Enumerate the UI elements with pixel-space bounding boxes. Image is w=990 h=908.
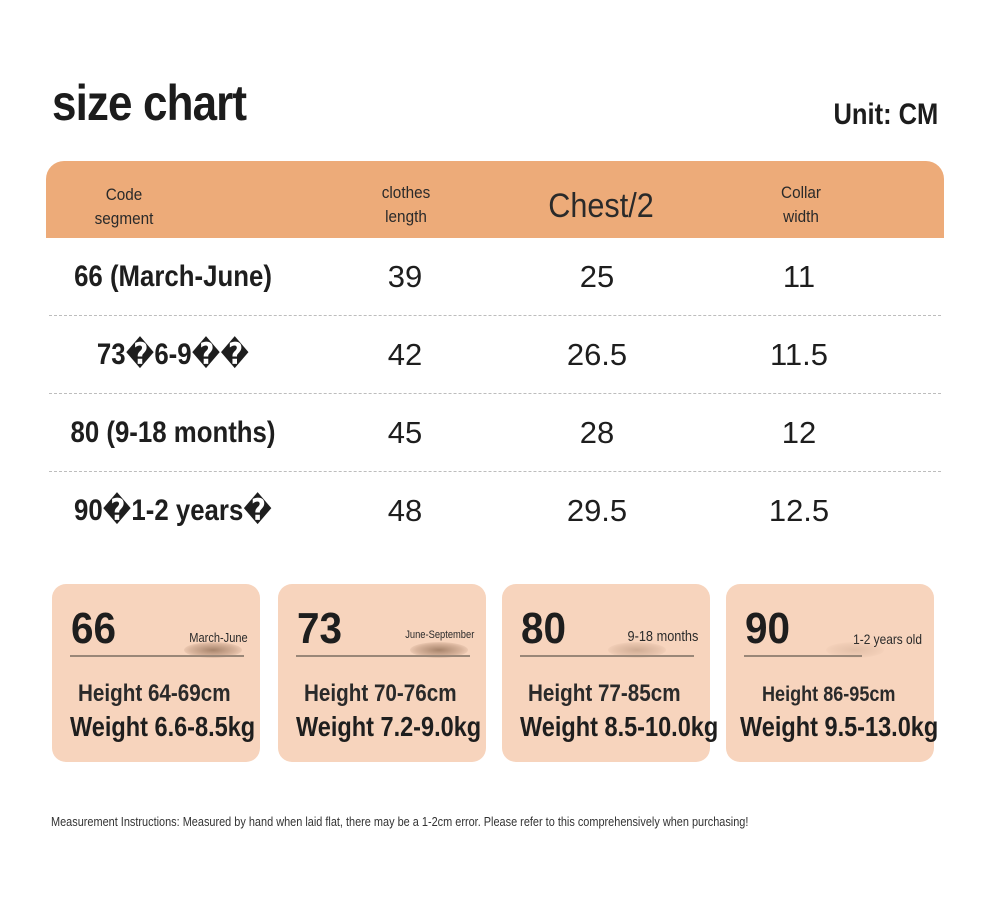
header-text: Code [105, 185, 143, 204]
card-weight: Weight 8.5-10.0kg [520, 711, 719, 742]
card-size: 66 [71, 604, 117, 653]
cell-code: 73�6-9�� [96, 338, 250, 371]
header-text: length [385, 207, 427, 226]
card-period: 9-18 months [627, 628, 698, 645]
cell-chest: 29.5 [566, 493, 628, 528]
card-size: 80 [521, 604, 567, 653]
card-height: Height 70-76cm [304, 680, 457, 707]
card-divider [744, 655, 862, 657]
cell-length: 42 [387, 337, 423, 372]
cell-length: 45 [387, 415, 423, 450]
cell-code: 80 (9-18 months) [70, 416, 276, 449]
cell-collar: 11 [782, 259, 816, 294]
header-text: width [783, 207, 819, 226]
cell-chest: 25 [579, 259, 615, 294]
table-row: 80 (9-18 months) 45 28 12 [49, 394, 941, 472]
card-weight: Weight 7.2-9.0kg [296, 711, 482, 742]
card-period: 1-2 years old [853, 631, 922, 647]
card-weight: Weight 9.5-13.0kg [740, 711, 939, 742]
card-decoration [826, 642, 884, 658]
cell-code: 90�1-2 years� [73, 494, 273, 527]
card-height: Height 64-69cm [78, 680, 231, 707]
cell-chest: 28 [579, 415, 615, 450]
card-decoration [608, 642, 666, 658]
card-divider [520, 655, 694, 657]
unit-label: Unit: CM [833, 98, 938, 131]
card-size: 73 [297, 604, 343, 653]
table-row: 90�1-2 years� 48 29.5 12.5 [49, 472, 941, 549]
header-chest: Chest/2 [548, 187, 654, 225]
header-clothes-length: clothes length [352, 181, 460, 229]
card-size: 90 [745, 604, 791, 653]
cell-chest: 26.5 [566, 337, 628, 372]
header-text: clothes [381, 183, 431, 202]
header-text: segment [94, 209, 154, 228]
card-height: Height 86-95cm [762, 683, 896, 706]
size-card-66: 66 March-June Height 64-69cm Weight 6.6-… [52, 584, 260, 762]
header-collar-width: Collar width [747, 181, 855, 229]
page-title: size chart [52, 75, 247, 131]
card-divider [70, 655, 244, 657]
size-card-80: 80 9-18 months Height 77-85cm Weight 8.5… [502, 584, 719, 762]
header-code-segment: Code segment [81, 183, 167, 231]
table-header: Code segment clothes length Chest/2 Coll… [46, 161, 944, 238]
size-card-90: 90 1-2 years old Height 86-95cm Weight 9… [726, 584, 939, 762]
card-period: March-June [189, 630, 248, 645]
cell-length: 48 [387, 493, 423, 528]
card-divider [296, 655, 470, 657]
size-table: Code segment clothes length Chest/2 Coll… [46, 161, 944, 549]
size-cards: 66 March-June Height 64-69cm Weight 6.6-… [52, 584, 939, 762]
table-row: 73�6-9�� 42 26.5 11.5 [49, 316, 941, 394]
card-decoration [410, 642, 468, 658]
cell-collar: 11.5 [769, 337, 829, 372]
cell-code: 66 (March-June) [74, 260, 272, 293]
table-row: 66 (March-June) 39 25 11 [49, 238, 941, 316]
card-weight: Weight 6.6-8.5kg [70, 711, 256, 742]
header-text: Collar [781, 183, 821, 202]
measurement-note: Measurement Instructions: Measured by ha… [51, 814, 749, 829]
cell-collar: 12 [781, 415, 817, 450]
card-period: June-September [404, 629, 474, 641]
cell-collar: 12.5 [768, 493, 830, 528]
card-height: Height 77-85cm [528, 680, 681, 707]
card-decoration [184, 642, 242, 658]
size-card-73: 73 June-September Height 70-76cm Weight … [278, 584, 486, 762]
cell-length: 39 [387, 259, 423, 294]
